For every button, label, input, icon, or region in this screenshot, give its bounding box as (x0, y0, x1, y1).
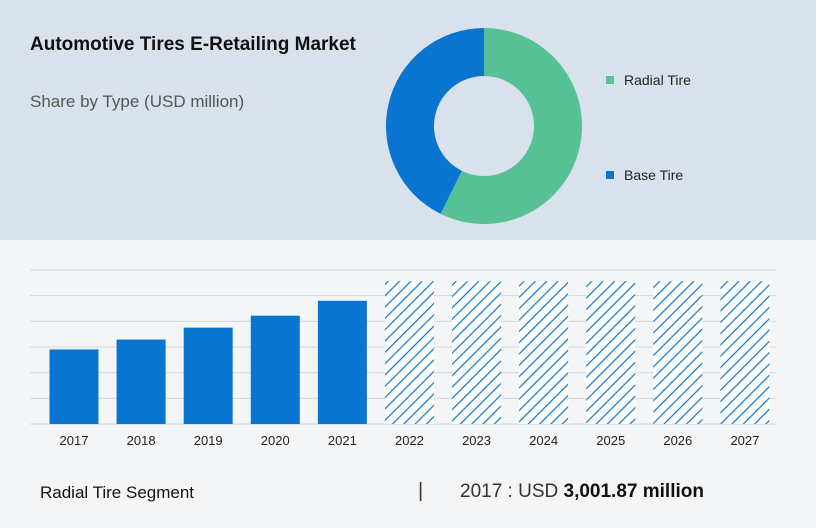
donut-chart (386, 28, 582, 224)
bar-2024-forecast (519, 281, 569, 424)
bar-2023-forecast (452, 281, 502, 424)
segment-value: 2017 : USD 3,001.87 million (460, 481, 704, 503)
bar-2027-forecast (720, 281, 770, 424)
chart-subtitle: Share by Type (USD million) (30, 92, 245, 111)
x-tick-label-2021: 2021 (328, 433, 357, 448)
x-tick-label-2017: 2017 (60, 433, 89, 448)
segment-year-prefix: 2017 : USD (460, 481, 559, 502)
bar-2026-forecast (653, 281, 703, 424)
legend-base-tire: Base Tire (606, 167, 683, 183)
bar-2022-forecast (384, 281, 434, 424)
segment-value-amount: 3,001.87 million (563, 481, 704, 502)
x-tick-label-2018: 2018 (127, 433, 156, 448)
footer-separator: | (418, 480, 424, 502)
x-tick-label-2026: 2026 (663, 433, 692, 448)
bar-2018 (116, 339, 166, 424)
bar-2025-forecast (586, 281, 636, 424)
x-tick-label-2027: 2027 (730, 433, 759, 448)
legend-label-base: Base Tire (624, 167, 684, 183)
bar-2021 (317, 300, 367, 424)
donut-slice-base-tire (386, 28, 484, 214)
x-tick-label-2019: 2019 (194, 433, 223, 448)
x-tick-label-2024: 2024 (529, 433, 558, 448)
bar-2017 (49, 349, 99, 424)
bar-2019 (183, 327, 233, 424)
legend-label-radial: Radial Tire (624, 72, 691, 88)
legend-swatch-radial (606, 76, 614, 84)
donut-slice-radial-tire (440, 28, 582, 224)
x-tick-label-2023: 2023 (462, 433, 491, 448)
legend-swatch-base (606, 171, 614, 179)
page-title: Automotive Tires E-Retailing Market (30, 34, 356, 55)
x-tick-label-2025: 2025 (596, 433, 625, 448)
bar-chart: 2017 2018 2019 2020 2021 2022 2023 2024 2025 2026… (30, 269, 776, 448)
x-tick-label-2022: 2022 (395, 433, 424, 448)
legend-radial-tire: Radial Tire (606, 72, 691, 88)
segment-label: Radial Tire Segment (40, 483, 195, 502)
x-tick-label-2020: 2020 (261, 433, 290, 448)
bar-2020 (250, 315, 300, 424)
